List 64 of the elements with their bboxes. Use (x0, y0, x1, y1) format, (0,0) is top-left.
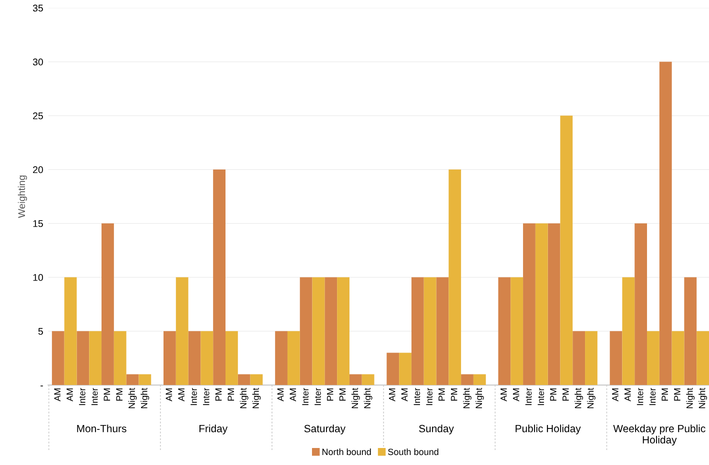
x-tick-label: Night (686, 388, 695, 408)
x-tick-label: Inter (426, 388, 432, 406)
y-tick-label: 25 (33, 112, 43, 120)
x-tick-label: PM (662, 388, 668, 401)
x-tick-label: Night (463, 388, 472, 408)
x-tick-label: AM (166, 388, 172, 402)
x-tick-label: AM (54, 388, 60, 402)
x-tick-label: Inter (91, 388, 98, 406)
text: Public Holiday (516, 424, 581, 434)
x-tick-label: PM (550, 388, 556, 401)
x-tick-label: AM (178, 388, 184, 402)
x-tick-label: Inter (414, 388, 420, 406)
y-tick-label: 30 (32, 58, 43, 66)
x-tick-label: AM (500, 388, 507, 402)
x-tick-label: Inter (190, 388, 197, 406)
x-tick-label: PM (327, 388, 334, 401)
legend-label: North bound (322, 448, 371, 456)
x-tick-label: Night (364, 388, 372, 408)
x-tick-label: Night (587, 388, 596, 408)
x-tick-label: PM (562, 388, 569, 401)
x-tick-label: Inter (302, 388, 309, 406)
x-tick-label: Inter (203, 388, 210, 406)
x-tick-label: AM (66, 388, 73, 402)
text: Sunday (419, 424, 454, 434)
x-tick-label: Inter (525, 388, 532, 406)
y-tick-label: 35 (32, 4, 43, 12)
y-tick-label: 5 (38, 328, 43, 335)
y-tick-label: 10 (33, 274, 43, 281)
x-tick-label: PM (438, 388, 445, 401)
y-tick-label: 20 (33, 166, 43, 174)
x-tick-label: PM (450, 388, 458, 401)
x-tick-label: AM (612, 388, 618, 402)
text: Saturday (304, 424, 346, 434)
x-tick-label: Night (475, 388, 484, 408)
y-tick-label: 15 (33, 220, 43, 228)
legend-label: South bound (388, 448, 438, 456)
x-tick-label: Inter (79, 388, 86, 406)
x-tick-label: Inter (636, 388, 644, 406)
x-tick-label: PM (215, 388, 222, 401)
x-tick-label: Inter (649, 388, 656, 406)
text: Weekday pre Public Holiday (613, 424, 706, 446)
x-tick-label: Night (698, 388, 708, 408)
x-tick-label: AM (512, 388, 520, 402)
text: Friday (199, 424, 228, 434)
y-axis-title: Weighting (18, 176, 27, 218)
x-tick-label: Night (252, 388, 261, 408)
x-tick-label: PM (674, 388, 680, 401)
x-tick-label: Night (240, 388, 248, 408)
x-tick-label: Night (351, 388, 360, 408)
x-tick-label: AM (277, 388, 284, 402)
x-tick-label: PM (104, 388, 110, 401)
x-tick-label: PM (228, 388, 234, 401)
x-tick-label: AM (290, 388, 296, 402)
x-tick-label: Night (128, 388, 137, 408)
x-tick-label: PM (339, 388, 346, 401)
x-tick-label: AM (624, 388, 631, 402)
x-tick-label: AM (401, 388, 408, 402)
x-tick-label: Inter (314, 388, 321, 406)
x-tick-label: Night (574, 388, 584, 408)
text: Mon-Thurs (77, 424, 126, 432)
x-tick-label: Night (140, 388, 150, 408)
x-tick-label: PM (116, 388, 122, 401)
x-tick-label: AM (388, 388, 396, 402)
x-tick-label: Inter (538, 388, 544, 406)
